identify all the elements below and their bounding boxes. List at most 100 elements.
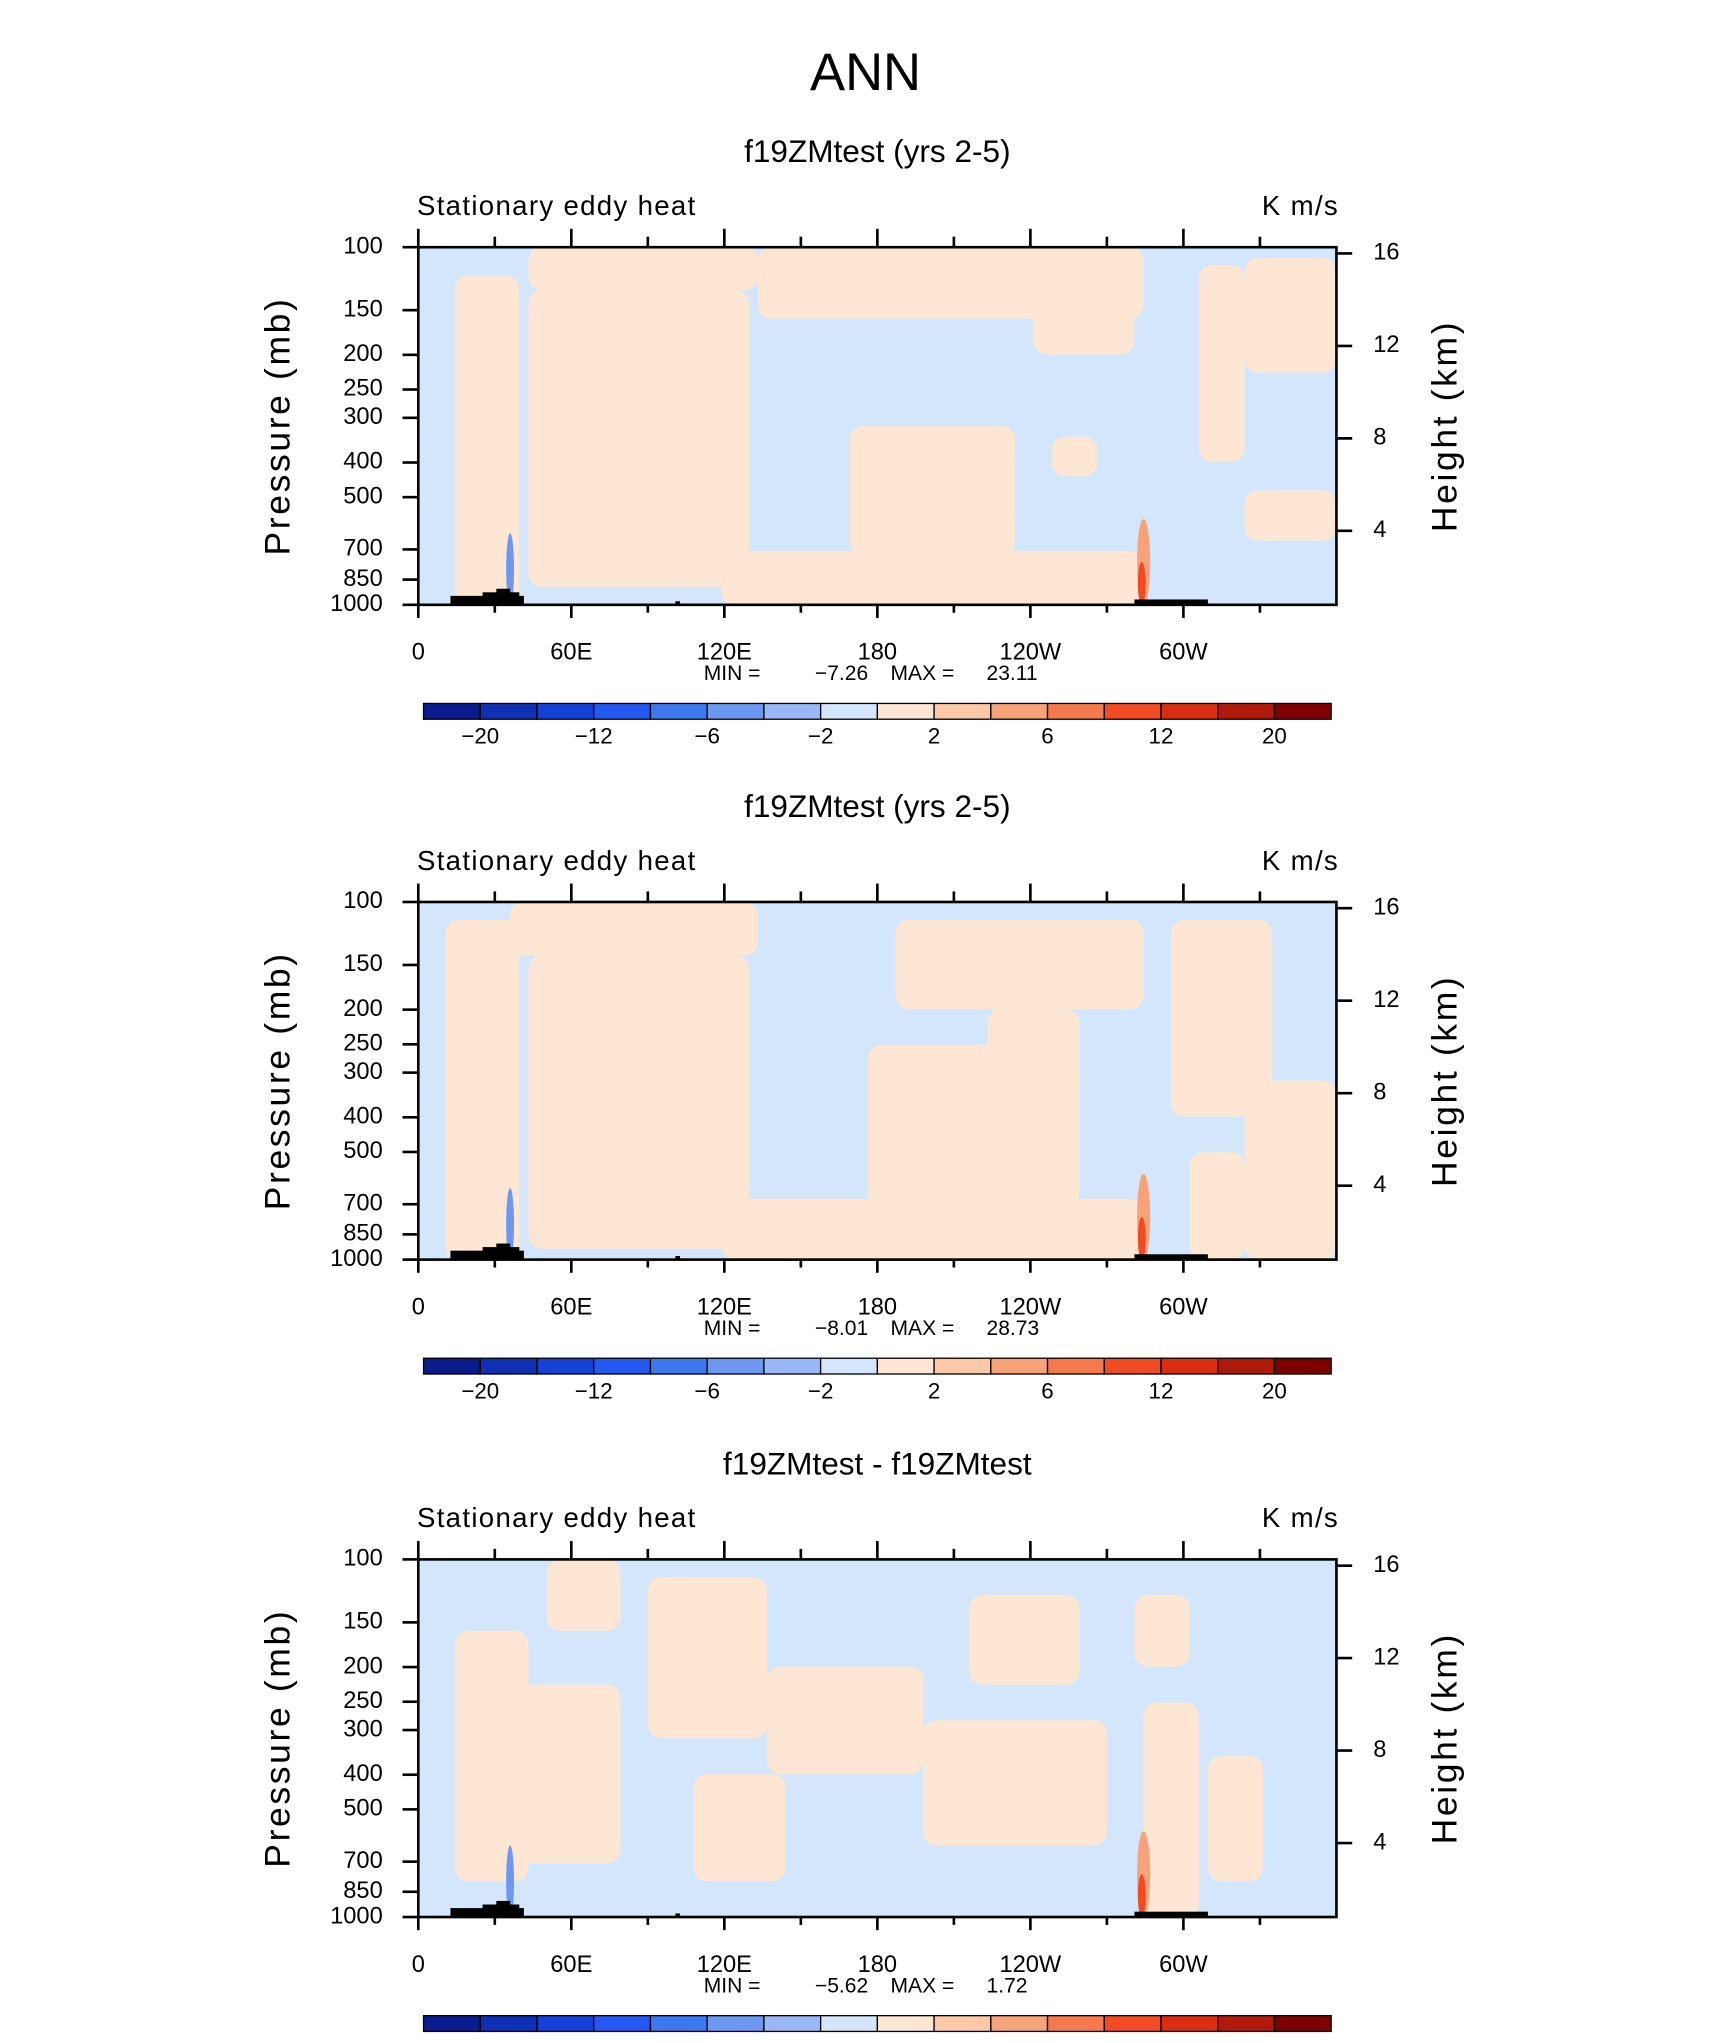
colorbar-box [422,702,481,720]
field-positive [969,1595,1080,1685]
y-tick-label: 250 [343,376,382,402]
max-value: 23.11 [987,662,1038,685]
right-label: K m/s [1262,1502,1339,1533]
y2-axis-title: Height (km) [1424,320,1464,532]
left-label: Stationary eddy heat [417,1502,697,1533]
y2-tick-label: 8 [1373,1737,1386,1763]
colorbar-box [1273,702,1332,720]
field-positive [1198,265,1245,462]
colorbar-label: −20 [461,724,499,749]
colorbar-label: −20 [461,1378,499,1403]
y2-tick-label: 8 [1373,425,1386,451]
x-tick-label: 120W [999,1295,1061,1321]
x-tick-label: 60W [1159,1952,1208,1978]
topography [496,588,511,605]
y-axis-title: Pressure (mb) [258,951,298,1210]
y2-tick-label: 12 [1373,1644,1399,1670]
x-tick-label: 60E [550,1295,592,1321]
field-positive [445,919,520,1260]
colorbar-box [649,702,708,720]
field-positive [868,1045,1080,1206]
y-tick-label: 100 [343,1546,382,1572]
field-extreme [1137,561,1146,605]
field-extreme [506,1845,515,1918]
y-axis-title: Pressure (mb) [258,1609,298,1868]
field-positive [849,426,1016,555]
right-label: K m/s [1262,190,1339,221]
y2-tick-label: 16 [1373,894,1399,920]
y2-tick-label: 4 [1373,1172,1386,1198]
left-label: Stationary eddy heat [417,190,697,221]
colorbar-box [990,2014,1049,2033]
colorbar-box [593,1357,652,1375]
field-positive [721,551,1144,605]
colorbar-box [1160,1357,1219,1375]
colorbar-box [819,2014,879,2033]
topography [496,1243,511,1260]
y-tick-label: 200 [343,341,382,367]
colorbar-label: 6 [1041,724,1053,749]
field-positive [693,1773,786,1882]
colorbar-box [990,702,1049,720]
y-tick-label: 850 [343,1221,382,1247]
field-extreme [1137,1216,1146,1260]
y-tick-label: 150 [343,1609,382,1635]
colorbar-label: 2 [928,724,940,749]
y2-tick-label: 8 [1373,1079,1386,1105]
colorbar-box [1103,702,1162,720]
colorbar-box [933,702,992,720]
colorbar-box [1103,2014,1162,2033]
topography [1134,1911,1208,1918]
colorbar-box [876,2014,935,2033]
field-extreme [506,533,515,605]
y-tick-label: 500 [343,1796,382,1822]
x-tick-label: 60W [1159,640,1208,666]
min-value: −5.62 [815,1974,868,1997]
y2-axis-title: Height (km) [1424,975,1464,1187]
min-value: −7.26 [815,662,868,685]
colorbar-box [1160,702,1219,720]
field-positive [987,1009,1080,1081]
colorbar-box [1217,2014,1276,2033]
colorbar-box [706,702,765,720]
colorbar-label: 20 [1262,1378,1287,1403]
max-label: MAX = [891,1974,955,1997]
topography [675,1256,680,1260]
colorbar-label: −2 [808,1378,833,1403]
colorbar-label: 6 [1041,1378,1053,1403]
colorbar-box [649,2014,708,2033]
y-tick-label: 850 [343,1878,382,1904]
colorbar-box [536,702,595,720]
y-tick-label: 300 [343,1716,382,1742]
colorbar-box [1217,702,1276,720]
panel-title: f19ZMtest - f19ZMtest [723,1445,1032,1481]
field-positive [1051,436,1098,477]
panel-title: f19ZMtest (yrs 2-5) [744,133,1011,169]
y-tick-label: 200 [343,1653,382,1679]
colorbar-box [1046,2014,1105,2033]
field-positive [528,955,749,1249]
colorbar-label: −12 [575,724,613,749]
colorbar-box [1217,1357,1276,1375]
y2-axis-title: Height (km) [1424,1632,1464,1844]
y-tick-label: 300 [343,1059,382,1085]
y-tick-label: 1000 [330,1903,383,1929]
field-positive [721,1198,1144,1260]
colorbar-box [1103,1357,1162,1375]
x-tick-label: 180 [858,640,897,666]
y-tick-label: 250 [343,1688,382,1714]
field-positive [895,919,1144,1010]
field-positive [1033,265,1135,355]
x-tick-label: 60W [1159,1295,1208,1321]
x-tick-label: 120E [697,1295,752,1321]
y-tick-label: 1000 [330,1246,383,1272]
y2-tick-label: 16 [1373,240,1399,266]
colorbar-label: 12 [1149,724,1174,749]
colorbar-box [819,702,879,720]
colorbar-box [593,2014,652,2033]
colorbar-box [763,2014,822,2033]
y2-tick-label: 12 [1373,332,1399,358]
colorbar-box [933,1357,992,1375]
field-positive [1244,1080,1337,1260]
